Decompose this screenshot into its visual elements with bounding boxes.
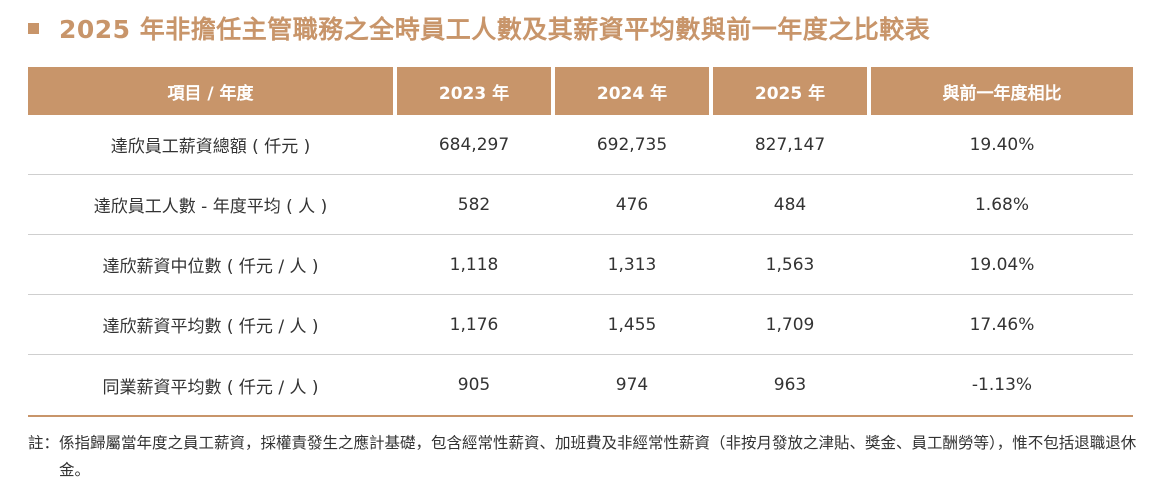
cell-2024: 974 [615,375,649,395]
header-cell-2024: 2024 年 [555,67,709,115]
cell-2023: 1,176 [449,314,499,335]
cell-2023: 582 [457,194,491,215]
cell-2023: 905 [457,375,491,395]
table-row: 同業薪資平均數 ( 仟元 / 人 ) 905 974 963 -1.13% [28,355,1133,415]
row-label: 達欣員工薪資總額 ( 仟元 ) [110,137,311,157]
cell-change: 1.68% [974,194,1029,215]
header-cell-2023: 2023 年 [397,67,551,115]
table-row: 達欣薪資中位數 ( 仟元 / 人 ) 1,118 1,313 1,563 19.… [28,235,1133,295]
footnote: 註： 係指歸屬當年度之員工薪資，採權責發生之應計基礎，包含經常性薪資、加班費及非… [28,430,1138,484]
row-label: 達欣薪資中位數 ( 仟元 / 人 ) [102,257,319,277]
row-label: 達欣員工人數 - 年度平均 ( 人 ) [93,197,328,217]
footnote-text: 係指歸屬當年度之員工薪資，採權責發生之應計基礎，包含經常性薪資、加班費及非經常性… [59,434,1137,479]
cell-2024: 1,455 [607,314,657,335]
cell-2025: 1,563 [765,254,815,275]
cell-2023: 1,118 [449,254,499,275]
section-title: 2025 年非擔任主管職務之全時員工人數及其薪資平均數與前一年度之比較表 [28,12,930,44]
header-cell-2025: 2025 年 [713,67,867,115]
cell-change: -1.13% [971,375,1033,395]
cell-2024: 1,313 [607,254,657,275]
cell-change: 19.04% [969,254,1035,275]
header-cell-change: 與前一年度相比 [871,67,1133,115]
cell-2025: 963 [773,375,807,395]
cell-2024: 476 [615,194,649,215]
cell-2024: 692,735 [596,134,668,155]
cell-2025: 827,147 [754,134,826,155]
table-row: 達欣薪資平均數 ( 仟元 / 人 ) 1,176 1,455 1,709 17.… [28,295,1133,355]
table-body: 達欣員工薪資總額 ( 仟元 ) 684,297 692,735 827,147 … [28,115,1133,417]
cell-change: 19.40% [969,134,1035,155]
row-label: 同業薪資平均數 ( 仟元 / 人 ) [102,377,319,398]
cell-2025: 484 [773,194,807,215]
square-bullet-icon [28,22,39,34]
row-label: 達欣薪資平均數 ( 仟元 / 人 ) [102,317,319,337]
table-row: 達欣員工人數 - 年度平均 ( 人 ) 582 476 484 1.68% [28,175,1133,235]
cell-change: 17.46% [969,314,1035,335]
table-row: 達欣員工薪資總額 ( 仟元 ) 684,297 692,735 827,147 … [28,115,1133,175]
title-text: 2025 年非擔任主管職務之全時員工人數及其薪資平均數與前一年度之比較表 [59,15,931,44]
footnote-label: 註： [28,434,60,452]
cell-2023: 684,297 [438,134,510,155]
header-cell-item: 項目 / 年度 [28,67,393,115]
cell-2025: 1,709 [765,314,815,335]
table-header: 項目 / 年度 2023 年 2024 年 2025 年 與前一年度相比 [28,67,1133,115]
comparison-table: 項目 / 年度 2023 年 2024 年 2025 年 與前一年度相比 達欣員… [28,67,1133,417]
